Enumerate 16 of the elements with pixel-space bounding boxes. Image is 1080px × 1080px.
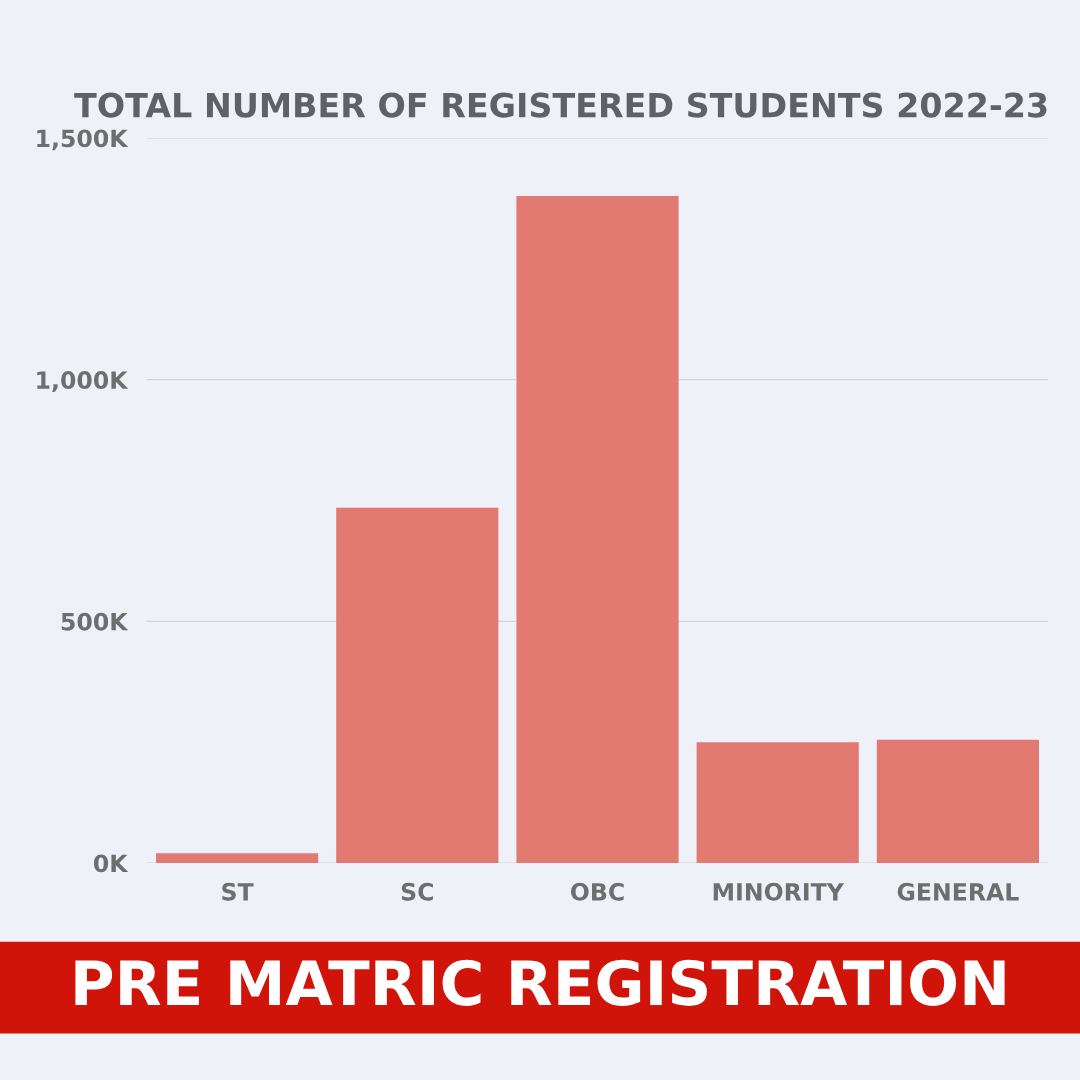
bar: [156, 853, 319, 863]
chart-title: TOTAL NUMBER OF REGISTERED STUDENTS 2022-23: [74, 92, 1047, 118]
y-tick-label: 1,000K: [37, 371, 129, 392]
bar: [876, 739, 1039, 863]
x-tick-label: MINORITY: [713, 882, 845, 901]
y-tick-label: 1,500K: [37, 129, 129, 151]
x-tick-label: ST: [222, 882, 254, 901]
bar: [696, 742, 859, 863]
x-tick-label: OBC: [570, 882, 624, 901]
x-tick-label: GENERAL: [897, 882, 1019, 901]
x-tick-label: SC: [401, 882, 433, 901]
text: PRE MATRIC REGISTRATION: [75, 959, 1005, 1006]
bar: [516, 196, 679, 863]
y-tick-label: 0K: [93, 854, 129, 873]
bar: [336, 507, 499, 863]
y-tick-label: 500K: [61, 612, 129, 631]
